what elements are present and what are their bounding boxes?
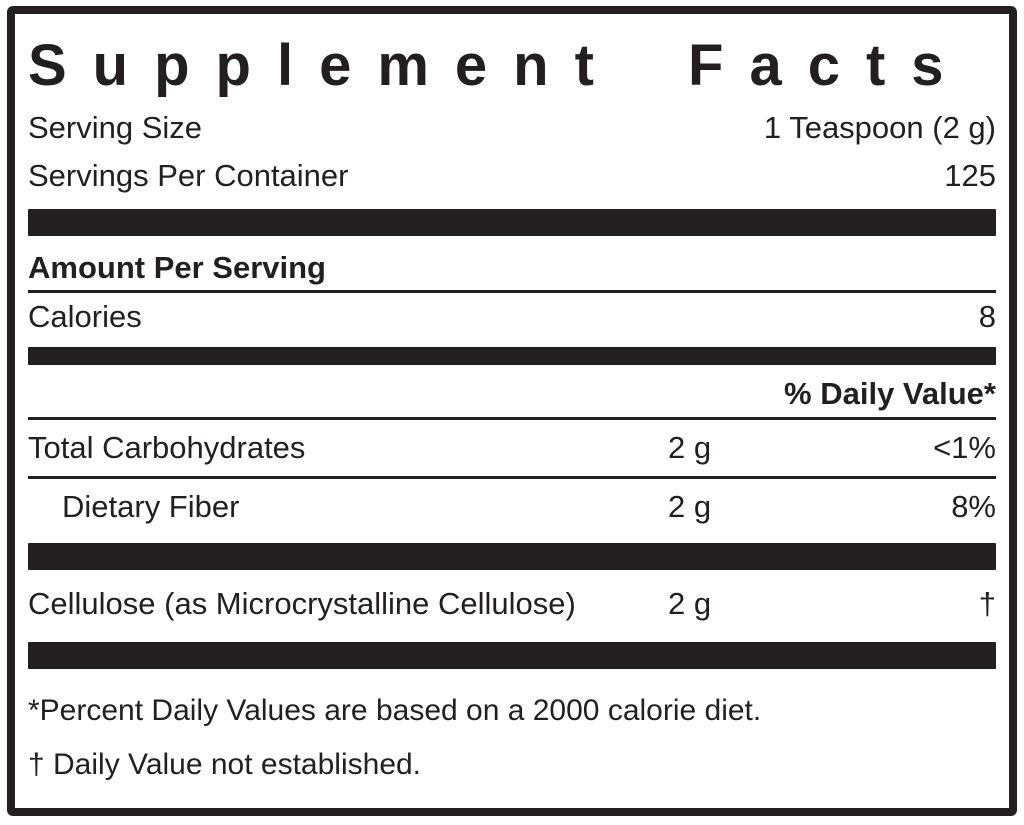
divider-rule: [28, 290, 996, 293]
supplement-facts-panel: Supplement Facts Serving Size 1 Teaspoon…: [7, 6, 1017, 816]
divider-rule: [28, 476, 996, 479]
serving-size-row: Serving Size 1 Teaspoon (2 g): [28, 104, 996, 152]
servings-per-container-row: Servings Per Container 125: [28, 152, 996, 200]
nutrient-daily-value: <1%: [933, 430, 996, 465]
nutrient-row-total-carbohydrates: Total Carbohydrates 2 g <1%: [28, 420, 996, 476]
amount-per-serving-heading: Amount Per Serving: [28, 250, 326, 285]
daily-value-heading: % Daily Value*: [784, 376, 996, 411]
footnote-percent-daily-value: *Percent Daily Values are based on a 200…: [28, 694, 762, 727]
separator-bar-thick: [28, 209, 996, 236]
nutrient-amount: 2 g: [668, 586, 712, 621]
servings-per-container-value: 125: [944, 158, 996, 193]
separator-bar-thick: [28, 543, 996, 570]
nutrient-daily-value: †: [978, 586, 996, 621]
servings-per-container-label: Servings Per Container: [28, 158, 349, 193]
serving-size-label: Serving Size: [28, 110, 203, 145]
calories-label: Calories: [28, 299, 142, 334]
nutrient-name: Cellulose (as Microcrystalline Cellulose…: [28, 586, 576, 621]
separator-bar-thick: [28, 642, 996, 669]
nutrient-daily-value: 8%: [951, 489, 996, 524]
nutrient-amount: 2 g: [668, 489, 712, 524]
nutrient-amount: 2 g: [668, 430, 712, 465]
divider-rule: [28, 417, 996, 420]
nutrient-name: Dietary Fiber: [62, 489, 240, 524]
nutrient-row-cellulose: Cellulose (as Microcrystalline Cellulose…: [28, 576, 996, 632]
footnote-daily-value-not-established: † Daily Value not established.: [28, 748, 422, 781]
panel-title: Supplement Facts: [28, 33, 970, 98]
separator-bar-medium: [28, 347, 996, 365]
nutrient-row-dietary-fiber: Dietary Fiber 2 g 8%: [28, 479, 996, 535]
serving-size-value: 1 Teaspoon (2 g): [763, 110, 996, 145]
nutrient-name: Total Carbohydrates: [28, 430, 306, 465]
calories-row: Calories 8: [28, 293, 996, 341]
calories-value: 8: [978, 299, 996, 334]
